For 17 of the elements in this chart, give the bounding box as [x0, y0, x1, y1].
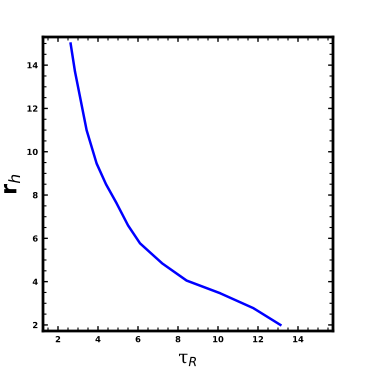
- y-tick-label: 12: [27, 105, 38, 112]
- x-axis-title: τ$_{R}$: [178, 354, 196, 366]
- y-tick-label: 10: [27, 148, 38, 156]
- y-tick-label: 14: [27, 62, 38, 68]
- y-tick-label: 2: [33, 322, 38, 328]
- x-tick-label: 10: [213, 336, 224, 342]
- x-tick-label: 12: [253, 336, 264, 342]
- y-tick-label: 4: [32, 278, 38, 285]
- y-tick-label: 6: [32, 235, 38, 242]
- x-tick-label: 2: [56, 336, 60, 342]
- y-tick-label: 8: [32, 192, 38, 198]
- y-axis-title: r$_{h}$: [4, 174, 20, 194]
- x-tick-label: 8: [176, 336, 180, 342]
- x-tick-label: 4: [95, 336, 101, 342]
- x-tick-label: 14: [293, 336, 304, 342]
- x-tick-label: 6: [136, 336, 140, 342]
- line-series: [69, 42, 282, 326]
